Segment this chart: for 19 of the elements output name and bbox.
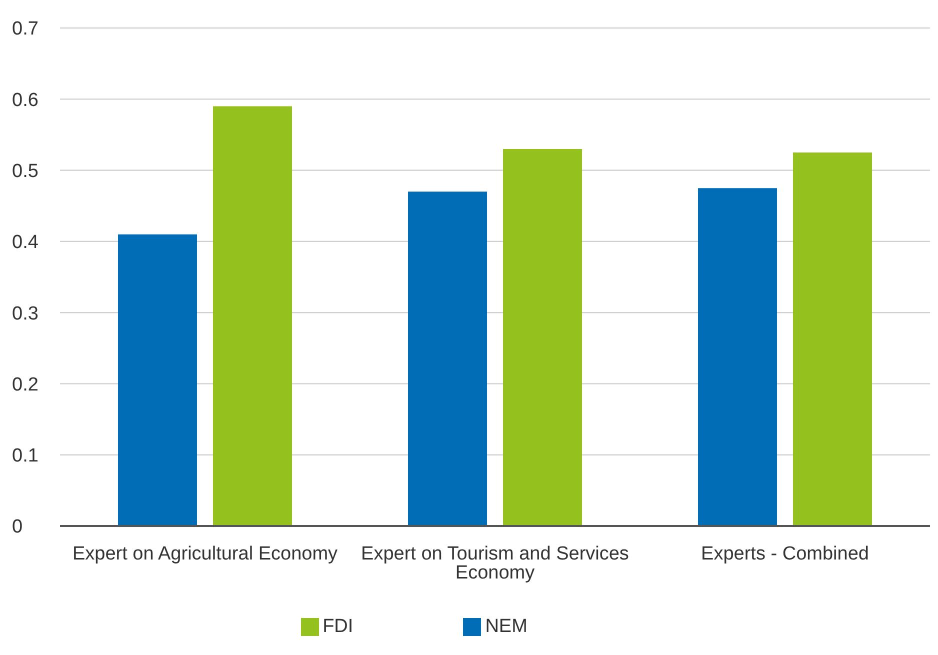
- y-tick-label: 0.4: [12, 232, 39, 254]
- bar: [503, 148, 582, 526]
- bar: [213, 106, 292, 526]
- legend-label: FDI: [322, 616, 354, 637]
- y-tick-label: 0.2: [12, 374, 38, 396]
- bar: [118, 234, 197, 526]
- y-tick-label: 0.3: [12, 303, 38, 324]
- bar: [793, 152, 872, 526]
- y-tick-label: 0: [12, 516, 23, 538]
- legend-label: NEM: [485, 616, 528, 637]
- bar: [408, 192, 487, 526]
- x-tick-label: Expert on Agricultural Economy: [72, 543, 338, 564]
- y-tick-label: 0.1: [12, 446, 38, 467]
- y-tick-label: 0.5: [12, 161, 38, 182]
- x-tick-label: Experts - Combined: [701, 543, 869, 564]
- y-tick-label: 0.6: [12, 90, 38, 111]
- y-tick-label: 0.7: [12, 18, 38, 40]
- x-tick-label: Expert on Tourism and Services Economy: [361, 543, 629, 584]
- bar: [698, 188, 777, 526]
